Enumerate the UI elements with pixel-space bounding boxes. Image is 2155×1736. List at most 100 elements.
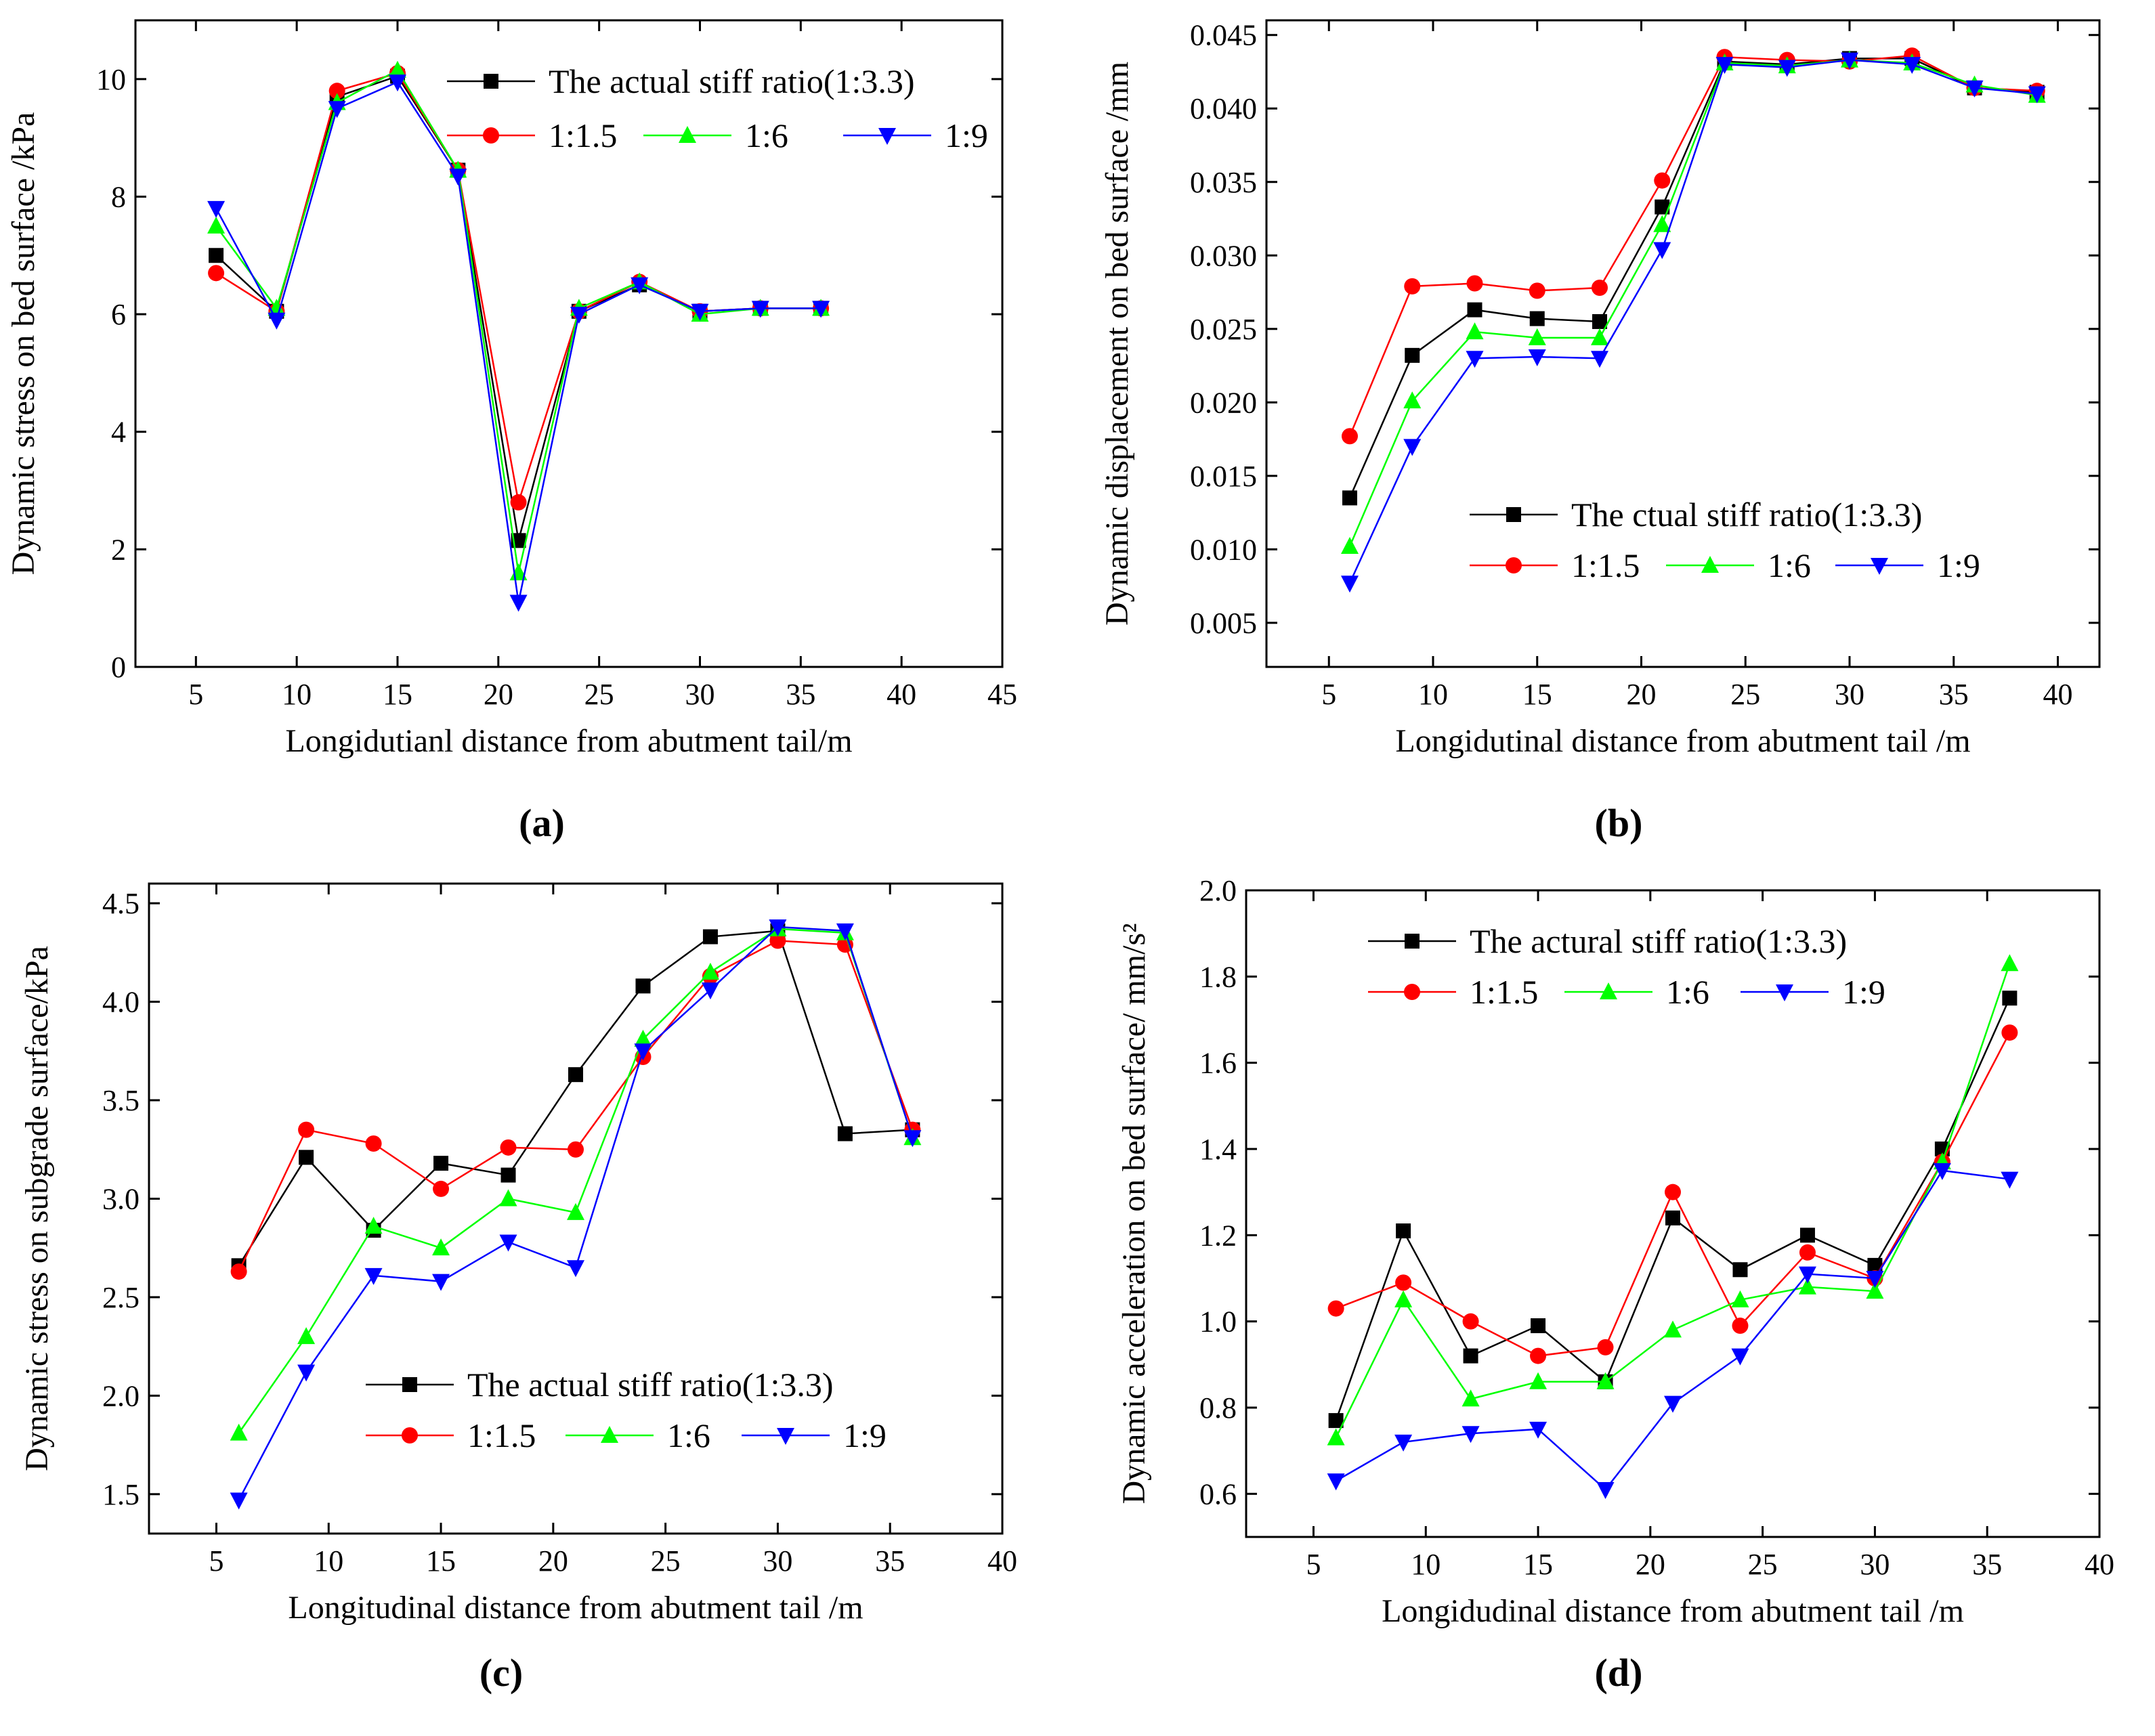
data-point (328, 101, 346, 118)
data-point (1394, 1290, 1413, 1307)
data-point (1404, 278, 1421, 295)
data-point (1529, 1372, 1548, 1389)
series-1-9 (1341, 52, 2046, 593)
legend: The ctual stiff ratio(1:3.3) 1:1.5 1:6 1:9 (1470, 496, 1980, 584)
data-point (1466, 275, 1483, 292)
x-tick-label: 30 (763, 1544, 792, 1578)
data-point (702, 929, 718, 945)
data-point (2001, 1171, 2019, 1189)
y-tick-label: 0.035 (1190, 166, 1257, 199)
x-tick-label: 30 (1835, 678, 1864, 711)
data-point (1466, 322, 1484, 340)
data-point (570, 307, 588, 324)
data-point (499, 1189, 517, 1207)
chart-panel-d: 5 10 15 20 25 30 35 40 0.6 0.8 1.0 1.2 1.4 1.6 1.8 2.0 L… (1116, 874, 2114, 1695)
x-tick-label: 15 (1522, 678, 1552, 711)
y-tick-label: 0.6 (1199, 1477, 1237, 1511)
y-tick-label: 1.5 (102, 1478, 140, 1511)
legend-marker (484, 74, 498, 89)
x-tick-label: 5 (1306, 1548, 1321, 1581)
y-tick-label: 0.045 (1190, 19, 1257, 52)
data-point (230, 1492, 248, 1510)
y-axis-label: Dynamic stress on bed surface /kPa (5, 112, 41, 576)
data-point (1341, 537, 1359, 555)
chart-panel-b: 5 10 15 20 25 30 35 40 0.005 0.010 0.015 0.020 0.025… (1099, 19, 2101, 845)
data-point (1466, 351, 1484, 368)
x-tick-label: 40 (2085, 1548, 2114, 1581)
legend-label: The ctual stiff ratio(1:3.3) (1571, 496, 1922, 534)
legend-label: The actural stiff ratio(1:3.3) (1470, 922, 1847, 960)
x-tick-label: 15 (1523, 1548, 1553, 1581)
x-tick-label: 40 (2043, 678, 2073, 711)
x-tick-label: 5 (188, 678, 203, 711)
legend-label: The actual stiff ratio(1:3.3) (467, 1366, 834, 1404)
data-point (1529, 311, 1545, 326)
series-line (1335, 997, 2011, 1421)
data-point (751, 301, 769, 318)
series-the-actual-stiff-ratio-1-3-3- (231, 923, 920, 1274)
series-1-6 (1341, 50, 2046, 555)
data-point (1529, 1421, 1548, 1439)
data-point (364, 1217, 383, 1234)
x-tick-label: 20 (1636, 1548, 1665, 1581)
data-point (298, 1121, 315, 1138)
data-point (1665, 1184, 1681, 1200)
data-point (433, 1180, 450, 1197)
data-point (299, 1150, 314, 1165)
data-point (365, 1135, 382, 1152)
y-axis-label: Dynamic acceleration on bed surface/ mm/… (1116, 923, 1152, 1504)
data-point (1731, 1290, 1749, 1307)
data-point (509, 594, 528, 612)
y-tick-label: 4.5 (102, 887, 140, 920)
y-tick-label: 0 (111, 651, 126, 684)
legend-label: The actual stiff ratio(1:3.3) (549, 62, 915, 100)
x-tick-label: 10 (282, 678, 312, 711)
x-tick-label: 10 (1411, 1548, 1441, 1581)
data-point (432, 1238, 450, 1256)
data-point (1596, 1372, 1615, 1389)
y-tick-label: 1.2 (1199, 1219, 1237, 1252)
data-point (2001, 1024, 2018, 1041)
data-point (1591, 351, 1608, 368)
data-point (701, 962, 719, 980)
data-point (1597, 1339, 1614, 1355)
legend-label: 1:9 (945, 116, 988, 154)
data-point (1715, 57, 1734, 74)
legend-marker (878, 128, 896, 145)
data-point (1531, 1318, 1546, 1334)
legend-marker (1506, 507, 1521, 522)
series-1-9 (1327, 1163, 2019, 1499)
legend-label: 1:1.5 (1470, 973, 1538, 1011)
data-point (1866, 1282, 1884, 1299)
data-point (1467, 302, 1482, 318)
data-point (1665, 1210, 1680, 1225)
legend-marker (402, 1427, 418, 1444)
legend-marker (777, 1428, 794, 1445)
data-point (1732, 1262, 1748, 1278)
data-point (1461, 1426, 1480, 1444)
x-tick-label: 15 (426, 1544, 456, 1578)
data-point (1327, 1300, 1344, 1317)
y-tick-label: 3.0 (102, 1182, 140, 1215)
panel-label: (b) (1595, 801, 1643, 845)
series-1-9 (207, 74, 830, 612)
data-point (1528, 349, 1546, 367)
plot-frame (1265, 19, 2101, 668)
legend-label: 1:6 (1768, 546, 1811, 584)
chart-panel-a: 5 10 15 20 25 30 35 40 45 0 2 4 6 8 10 Longidutianl dis… (5, 19, 1017, 845)
data-point (1732, 1318, 1749, 1334)
data-point (1530, 1347, 1547, 1364)
data-point (1654, 172, 1671, 189)
legend-marker (483, 127, 499, 144)
data-point (1798, 1266, 1816, 1284)
legend-label: 1:1.5 (1571, 546, 1640, 584)
y-tick-label: 0.005 (1190, 607, 1257, 640)
y-axis-label: Dynamic stress on subgrade surface/kPa (19, 946, 55, 1471)
data-point (1395, 1274, 1412, 1291)
data-point (510, 494, 527, 511)
data-point (364, 1267, 383, 1285)
data-point (1342, 490, 1357, 506)
series-1-1-5 (230, 932, 921, 1280)
data-point (1528, 328, 1546, 345)
x-tick-label: 25 (1730, 678, 1760, 711)
